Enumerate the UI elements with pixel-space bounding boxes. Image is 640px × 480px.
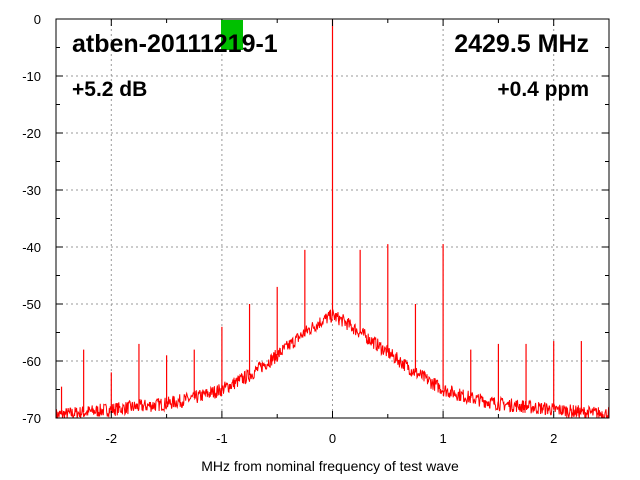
x-tick-label: -2 — [106, 431, 118, 446]
x-tick-label: 0 — [329, 431, 336, 446]
x-tick-label: -1 — [216, 431, 228, 446]
y-tick-label: -70 — [22, 411, 41, 426]
tick-labels: 0-10-20-30-40-50-60-70-2 -1 0 1 2 — [22, 12, 557, 446]
device-name-label: atben-20111219-1 — [72, 30, 278, 58]
y-tick-label: 0 — [34, 12, 41, 27]
status-indicator — [221, 20, 243, 50]
x-tick-label: 2 — [550, 431, 557, 446]
y-tick-label: -20 — [22, 126, 41, 141]
frequency-offset-label: +0.4 ppm — [497, 78, 589, 101]
y-tick-label: -40 — [22, 240, 41, 255]
y-tick-label: -30 — [22, 183, 41, 198]
center-frequency-label: 2429.5 MHz — [454, 30, 589, 58]
x-axis-label: MHz from nominal frequency of test wave — [201, 458, 459, 474]
power-offset-label: +5.2 dB — [72, 78, 147, 101]
x-tick-label: 1 — [439, 431, 446, 446]
tick-marks — [55, 18, 610, 419]
y-tick-label: -60 — [22, 354, 41, 369]
y-tick-label: -50 — [22, 297, 41, 312]
y-tick-label: -10 — [22, 69, 41, 84]
spectrum-series — [55, 19, 610, 419]
